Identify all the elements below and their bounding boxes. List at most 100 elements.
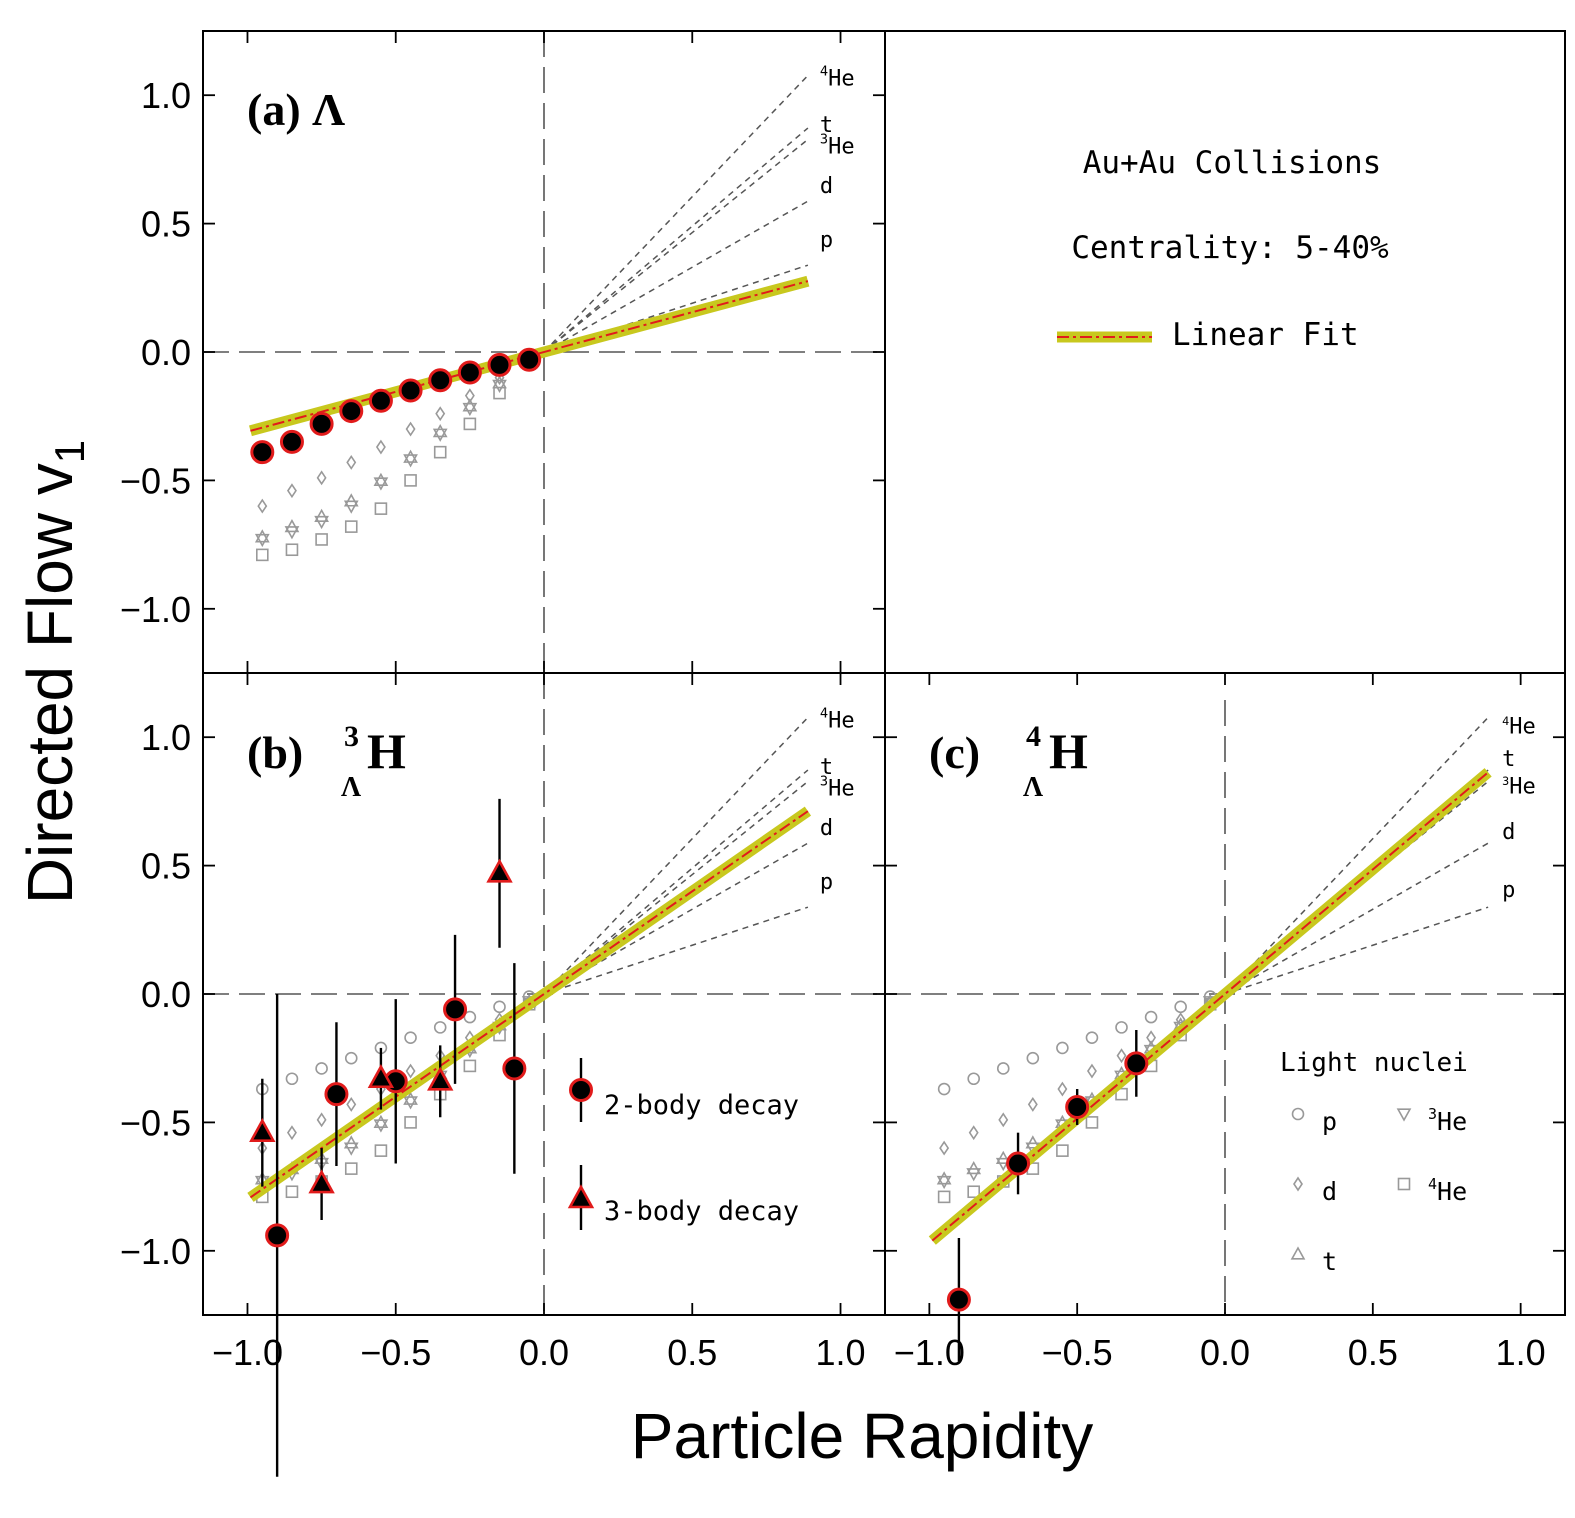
two-body-point <box>487 352 512 377</box>
light-nuclei-point-3He <box>314 515 329 530</box>
light-nuclei-point-3He <box>403 454 418 468</box>
light-nuclei-point-p <box>1144 1010 1158 1024</box>
reference-line-t <box>543 769 809 995</box>
light-nuclei-point-t <box>403 449 418 463</box>
three-body-point <box>367 1064 395 1089</box>
light-nuclei-point-d <box>346 1096 357 1112</box>
light-nuclei-point-4He <box>344 1162 358 1175</box>
light-nuclei-point-4He <box>433 445 447 459</box>
light-nuclei-point-d <box>998 1112 1009 1128</box>
two-body-point <box>1065 1094 1090 1119</box>
three-body-point <box>486 858 513 883</box>
light-nuclei-point-4He <box>344 520 358 533</box>
legend-two-body-label: 2-body decay <box>604 1090 799 1121</box>
panel-frame <box>884 672 1566 1316</box>
light-nuclei-point-4He <box>493 386 506 400</box>
light-nuclei-point-3He <box>284 526 300 540</box>
panel-b-label-main: H <box>367 723 406 779</box>
legend-marker-3He <box>1396 1108 1412 1122</box>
panel-c-x-tick-label: −0.5 <box>1042 1332 1113 1373</box>
legend-marker-t <box>1290 1246 1306 1260</box>
light-nuclei-point-4He <box>285 543 299 557</box>
light-nuclei-point-t <box>432 423 448 438</box>
light-nuclei-point-p <box>463 1010 477 1024</box>
y-axis-title-main: Directed Flow v <box>14 463 86 904</box>
light-nuclei-point-3He <box>462 402 478 417</box>
reference-line-label: p <box>1502 878 1515 903</box>
light-nuclei-point-d <box>939 1140 950 1156</box>
light-nuclei-point-t <box>462 398 478 412</box>
reference-label-main: He <box>828 776 855 801</box>
light-nuclei-point-p <box>1115 1021 1128 1034</box>
legend-marker-p <box>1291 1107 1305 1121</box>
panel-a-y-tick-label: 0.0 <box>141 332 191 373</box>
light-nuclei-point-p <box>1056 1041 1069 1055</box>
light-nuclei-point-d <box>316 1112 327 1128</box>
three-body-point <box>427 1066 454 1091</box>
info-collisions-text: Au+Au Collisions <box>1083 145 1382 181</box>
legend-entry-main: He <box>1437 1107 1467 1136</box>
light-nuclei-point-t <box>343 1135 359 1149</box>
light-nuclei-point-d <box>1057 1081 1068 1097</box>
light-nuclei-point-4He <box>285 1185 299 1199</box>
x-axis-title: Particle Rapidity <box>631 1400 1093 1472</box>
legend-entry-sup: 4 <box>1428 1175 1437 1193</box>
legend-marker-d <box>1293 1176 1303 1192</box>
reference-line-4He <box>543 74 809 353</box>
light-nuclei-point-d <box>257 498 268 514</box>
reference-line-label: d <box>820 816 833 841</box>
panel-a-y-tick-label: 0.5 <box>141 204 191 245</box>
light-nuclei-point-d <box>1116 1048 1127 1064</box>
light-nuclei-point-d <box>346 454 357 470</box>
legend-fit-label: Linear Fit <box>1172 317 1359 353</box>
two-body-point <box>457 360 482 385</box>
legend-two-body-marker <box>569 1078 593 1102</box>
two-body-point <box>1006 1151 1031 1176</box>
reference-line-d <box>543 200 809 353</box>
panel-b-x-tick-label: −1.0 <box>212 1332 283 1373</box>
reference-label-main: He <box>1509 774 1536 799</box>
panel-b-x-tick-label: 1.0 <box>815 1332 865 1373</box>
light-nuclei-point-d <box>464 388 475 404</box>
panel-b-y-tick-label: 0.5 <box>141 846 191 887</box>
light-nuclei-point-4He <box>937 1190 951 1204</box>
legend-entry-label: 4He <box>1428 1175 1467 1206</box>
light-nuclei-point-3He <box>254 533 270 548</box>
reference-label-main: He <box>828 66 855 91</box>
reference-label-sup: 4 <box>820 706 828 722</box>
legend-entry-main: He <box>1437 1177 1467 1206</box>
reference-label-main: He <box>1509 714 1536 739</box>
reference-label-sup: 4 <box>1502 714 1509 728</box>
reference-line-label: 4He <box>820 64 855 92</box>
panel-info: Au+Au Collisions Centrality: 5-40% Linear … <box>884 30 1566 674</box>
light-nuclei-point-t <box>314 508 329 522</box>
panel-a-y-tick-label: −1.0 <box>120 589 191 630</box>
panel-a-label: (a) Λ <box>247 84 345 135</box>
panel-b-x-tick-label: 0.0 <box>519 1332 569 1373</box>
panel-a-y-tick-label: 1.0 <box>141 75 191 116</box>
two-body-point <box>309 411 334 436</box>
reference-line-label: t <box>820 113 833 138</box>
two-body-point <box>428 368 453 393</box>
panel-b-x-tick-label: 0.5 <box>667 1332 717 1373</box>
reference-line-label: d <box>1502 820 1515 845</box>
light-nuclei-point-3He <box>936 1175 952 1190</box>
reference-label-sup: 4 <box>820 64 828 80</box>
light-nuclei-point-3He <box>373 477 389 491</box>
light-nuclei-point-d <box>405 421 416 437</box>
legend-three-body-marker <box>567 1184 595 1209</box>
reference-line-3He <box>543 138 809 353</box>
reference-line-label: p <box>820 228 833 253</box>
light-nuclei-point-3He <box>432 428 448 442</box>
light-nuclei-point-3He <box>373 1119 389 1133</box>
light-nuclei-point-p <box>404 1031 417 1044</box>
panel-b-x-tick-label: −0.5 <box>360 1332 431 1373</box>
panel-b-label-sub: Λ <box>341 772 361 803</box>
light-nuclei-point-d <box>968 1125 979 1141</box>
panel-c-label-sub: Λ <box>1023 772 1043 803</box>
light-nuclei-point-p <box>1026 1051 1040 1065</box>
panel-c-label-super: 4 <box>1026 720 1041 753</box>
